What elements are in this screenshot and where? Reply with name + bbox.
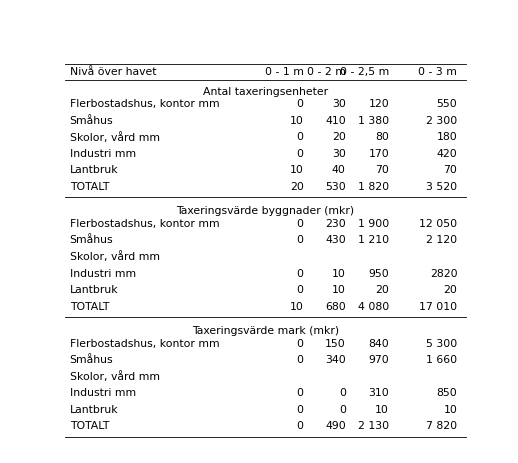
Text: 20: 20 [375, 285, 389, 295]
Text: 490: 490 [325, 421, 346, 432]
Text: Småhus: Småhus [69, 235, 113, 245]
Text: 410: 410 [325, 116, 346, 126]
Text: 0: 0 [297, 421, 304, 432]
Text: Industri mm: Industri mm [69, 149, 136, 159]
Text: 150: 150 [325, 338, 346, 349]
Text: 180: 180 [437, 132, 457, 142]
Text: 20: 20 [332, 132, 346, 142]
Text: 1 820: 1 820 [358, 182, 389, 192]
Text: 0: 0 [297, 99, 304, 109]
Text: 0: 0 [297, 388, 304, 398]
Text: 0: 0 [297, 219, 304, 229]
Text: 10: 10 [290, 165, 304, 175]
Text: Nivå över havet: Nivå över havet [69, 67, 156, 76]
Text: Lantbruk: Lantbruk [69, 405, 118, 415]
Text: 1 660: 1 660 [426, 355, 457, 365]
Text: Industri mm: Industri mm [69, 269, 136, 279]
Text: 12 050: 12 050 [419, 219, 457, 229]
Text: 420: 420 [437, 149, 457, 159]
Text: 20: 20 [443, 285, 457, 295]
Text: 0: 0 [297, 338, 304, 349]
Text: 1 380: 1 380 [358, 116, 389, 126]
Text: 70: 70 [375, 165, 389, 175]
Text: 1 900: 1 900 [358, 219, 389, 229]
Text: 970: 970 [368, 355, 389, 365]
Text: TOTALT: TOTALT [69, 302, 109, 312]
Text: 550: 550 [437, 99, 457, 109]
Text: 0: 0 [297, 235, 304, 245]
Text: Taxeringsvärde byggnader (mkr): Taxeringsvärde byggnader (mkr) [177, 206, 354, 216]
Text: Skolor, vård mm: Skolor, vård mm [69, 251, 160, 263]
Text: 680: 680 [325, 302, 346, 312]
Text: TOTALT: TOTALT [69, 421, 109, 432]
Text: 30: 30 [332, 99, 346, 109]
Text: Flerbostadshus, kontor mm: Flerbostadshus, kontor mm [69, 219, 219, 229]
Text: 0: 0 [297, 405, 304, 415]
Text: 340: 340 [325, 355, 346, 365]
Text: 10: 10 [290, 302, 304, 312]
Text: 10: 10 [332, 269, 346, 279]
Text: Taxeringsvärde mark (mkr): Taxeringsvärde mark (mkr) [192, 326, 339, 336]
Text: 1 210: 1 210 [358, 235, 389, 245]
Text: 10: 10 [375, 405, 389, 415]
Text: 850: 850 [437, 388, 457, 398]
Text: 70: 70 [443, 165, 457, 175]
Text: 2 300: 2 300 [426, 116, 457, 126]
Text: 120: 120 [368, 99, 389, 109]
Text: 0 - 2 m: 0 - 2 m [307, 67, 346, 76]
Text: 4 080: 4 080 [358, 302, 389, 312]
Text: Flerbostadshus, kontor mm: Flerbostadshus, kontor mm [69, 99, 219, 109]
Text: 30: 30 [332, 149, 346, 159]
Text: 0: 0 [297, 149, 304, 159]
Text: 2 130: 2 130 [358, 421, 389, 432]
Text: 0 - 2,5 m: 0 - 2,5 m [340, 67, 389, 76]
Text: 0: 0 [339, 388, 346, 398]
Text: Skolor, vård mm: Skolor, vård mm [69, 132, 160, 143]
Text: 310: 310 [368, 388, 389, 398]
Text: 7 820: 7 820 [426, 421, 457, 432]
Text: 0: 0 [297, 132, 304, 142]
Text: 0: 0 [297, 355, 304, 365]
Text: 230: 230 [325, 219, 346, 229]
Text: Antal taxeringsenheter: Antal taxeringsenheter [203, 87, 328, 97]
Text: 530: 530 [325, 182, 346, 192]
Text: 2 120: 2 120 [426, 235, 457, 245]
Text: 840: 840 [368, 338, 389, 349]
Text: 10: 10 [443, 405, 457, 415]
Text: 0 - 1 m: 0 - 1 m [265, 67, 304, 76]
Text: 3 520: 3 520 [426, 182, 457, 192]
Text: 20: 20 [290, 182, 304, 192]
Text: Småhus: Småhus [69, 116, 113, 126]
Text: Lantbruk: Lantbruk [69, 165, 118, 175]
Text: TOTALT: TOTALT [69, 182, 109, 192]
Text: Flerbostadshus, kontor mm: Flerbostadshus, kontor mm [69, 338, 219, 349]
Text: 0: 0 [297, 269, 304, 279]
Text: 10: 10 [290, 116, 304, 126]
Text: 430: 430 [325, 235, 346, 245]
Text: 17 010: 17 010 [419, 302, 457, 312]
Text: 2820: 2820 [430, 269, 457, 279]
Text: 10: 10 [332, 285, 346, 295]
Text: Småhus: Småhus [69, 355, 113, 365]
Text: 80: 80 [375, 132, 389, 142]
Text: 40: 40 [332, 165, 346, 175]
Text: 950: 950 [368, 269, 389, 279]
Text: 170: 170 [368, 149, 389, 159]
Text: 0 - 3 m: 0 - 3 m [419, 67, 457, 76]
Text: Lantbruk: Lantbruk [69, 285, 118, 295]
Text: 5 300: 5 300 [426, 338, 457, 349]
Text: 0: 0 [297, 285, 304, 295]
Text: 0: 0 [339, 405, 346, 415]
Text: Skolor, vård mm: Skolor, vård mm [69, 371, 160, 382]
Text: Industri mm: Industri mm [69, 388, 136, 398]
